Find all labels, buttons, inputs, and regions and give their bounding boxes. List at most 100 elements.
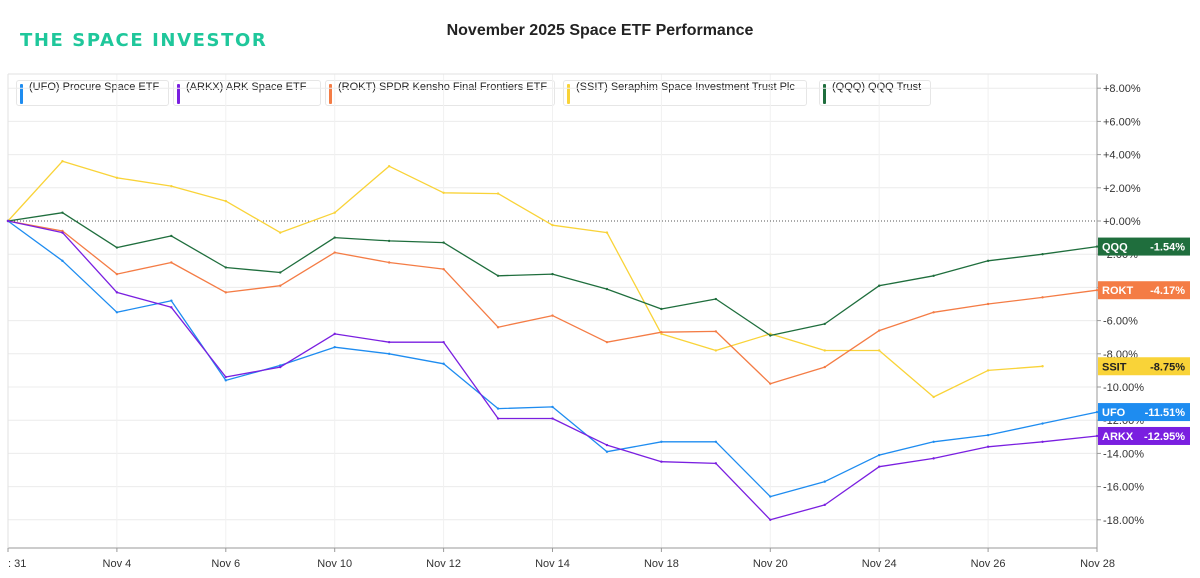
data-point-ssit bbox=[224, 199, 227, 203]
data-point-ufo bbox=[387, 352, 391, 355]
end-tag-box bbox=[1098, 426, 1190, 445]
data-point-ssit bbox=[170, 184, 173, 188]
data-point-qqq bbox=[387, 239, 391, 243]
data-point-rokt bbox=[442, 267, 445, 271]
legend-item-qqq[interactable]: (QQQ) QQQ Trust bbox=[819, 80, 931, 106]
legend-item-arkx[interactable]: (ARKX) ARK Space ETF bbox=[173, 80, 321, 106]
series-ufo bbox=[6, 219, 1099, 498]
data-point-qqq bbox=[878, 284, 881, 287]
data-point-ssit bbox=[333, 211, 336, 214]
series-arkx bbox=[6, 219, 1099, 521]
legend-item-ssit[interactable]: (SSIT) Seraphim Space Investment Trust P… bbox=[563, 80, 807, 106]
data-point-ufo bbox=[442, 362, 445, 365]
y-tick-label: -18.00% bbox=[1103, 515, 1144, 527]
data-point-ufo bbox=[660, 440, 663, 443]
data-point-qqq bbox=[115, 246, 119, 249]
series-qqq bbox=[6, 211, 1099, 337]
data-point-rokt bbox=[551, 314, 554, 317]
end-tag-box bbox=[1098, 237, 1190, 256]
data-point-rokt bbox=[115, 272, 119, 276]
data-point-qqq bbox=[442, 241, 445, 244]
legend-label: (QQQ) QQQ Trust bbox=[832, 81, 922, 93]
data-point-ssit bbox=[986, 369, 990, 372]
data-point-arkx bbox=[605, 443, 609, 447]
data-point-ufo bbox=[932, 440, 935, 443]
data-point-rokt bbox=[1041, 296, 1044, 299]
end-tag-box bbox=[1098, 357, 1190, 376]
data-point-ufo bbox=[714, 440, 718, 443]
legend-label: (ARKX) ARK Space ETF bbox=[186, 81, 307, 93]
end-tag-qqq: QQQ -1.54% bbox=[1098, 237, 1190, 256]
data-point-ssit bbox=[551, 223, 554, 227]
end-tag-ufo: UFO -11.51% bbox=[1098, 403, 1190, 422]
data-point-rokt bbox=[387, 261, 391, 264]
data-point-rokt bbox=[279, 284, 282, 287]
data-point-arkx bbox=[61, 231, 64, 234]
y-tick-label: -16.00% bbox=[1103, 482, 1144, 494]
data-point-arkx bbox=[823, 503, 826, 507]
data-point-arkx bbox=[6, 219, 10, 223]
data-point-ssit bbox=[823, 349, 826, 352]
y-tick-label: -14.00% bbox=[1103, 448, 1144, 460]
y-tick-label: +0.00% bbox=[1103, 216, 1141, 228]
y-tick-label: +4.00% bbox=[1103, 150, 1141, 162]
data-point-ssit bbox=[660, 332, 663, 336]
brand-logo: THE SPACE INVESTOR bbox=[20, 30, 268, 51]
data-point-arkx bbox=[932, 457, 935, 460]
y-tick-label: +6.00% bbox=[1103, 116, 1141, 128]
data-point-qqq bbox=[551, 272, 554, 276]
data-point-rokt bbox=[823, 365, 826, 369]
legend-item-ufo[interactable]: (UFO) Procure Space ETF bbox=[16, 80, 169, 106]
data-point-rokt bbox=[605, 340, 609, 344]
data-point-ufo bbox=[551, 405, 554, 409]
data-point-qqq bbox=[660, 307, 663, 311]
data-point-qqq bbox=[932, 274, 935, 277]
x-tick-label: Nov 18 bbox=[644, 558, 679, 570]
series-ssit bbox=[6, 160, 1044, 399]
end-tag-value: -8.75% bbox=[1150, 361, 1185, 373]
data-point-qqq bbox=[170, 234, 173, 238]
end-tag-value: -1.54% bbox=[1150, 242, 1185, 254]
end-tag-rokt: ROKT -4.17% bbox=[1098, 281, 1190, 300]
end-tag-ticker: SSIT bbox=[1102, 361, 1127, 373]
data-point-arkx bbox=[1041, 440, 1044, 443]
data-point-arkx bbox=[714, 462, 718, 465]
data-point-qqq bbox=[333, 236, 336, 239]
data-point-ufo bbox=[115, 311, 119, 314]
data-point-arkx bbox=[1095, 434, 1099, 438]
data-point-arkx bbox=[769, 518, 772, 521]
data-point-ssit bbox=[714, 349, 718, 352]
end-tag-ticker: ARKX bbox=[1102, 431, 1134, 443]
y-tick-label: -10.00% bbox=[1103, 382, 1144, 394]
series-line-ssit bbox=[7, 160, 1043, 398]
legend-swatch bbox=[20, 84, 23, 104]
data-point-qqq bbox=[823, 322, 826, 326]
data-point-arkx bbox=[551, 417, 554, 420]
data-point-qqq bbox=[986, 259, 990, 263]
legend-swatch bbox=[567, 84, 570, 104]
data-point-ssit bbox=[61, 160, 64, 163]
data-point-rokt bbox=[224, 291, 227, 294]
data-point-ssit bbox=[496, 192, 500, 195]
data-point-ufo bbox=[1095, 410, 1099, 414]
data-point-ssit bbox=[932, 395, 935, 399]
x-tick-label: Nov 6 bbox=[211, 558, 240, 570]
data-point-qqq bbox=[605, 287, 609, 291]
data-point-rokt bbox=[496, 326, 500, 329]
data-point-qqq bbox=[1041, 253, 1044, 256]
legend-item-rokt[interactable]: (ROKT) SPDR Kensho Final Frontiers ETF bbox=[325, 80, 555, 106]
x-tick-label: Nov 14 bbox=[535, 558, 570, 570]
data-point-ufo bbox=[61, 259, 64, 263]
x-tick-label: : 31 bbox=[8, 558, 26, 570]
data-point-rokt bbox=[1095, 289, 1099, 292]
data-point-ufo bbox=[986, 433, 990, 437]
y-tick-label: +2.00% bbox=[1103, 183, 1141, 195]
y-tick-label: -6.00% bbox=[1103, 316, 1138, 328]
chart-title: November 2025 Space ETF Performance bbox=[446, 22, 754, 39]
data-point-ufo bbox=[878, 453, 881, 457]
legend-label: (UFO) Procure Space ETF bbox=[29, 81, 160, 93]
data-point-qqq bbox=[1095, 245, 1099, 248]
data-point-rokt bbox=[714, 330, 718, 333]
x-tick-label: Nov 10 bbox=[317, 558, 352, 570]
